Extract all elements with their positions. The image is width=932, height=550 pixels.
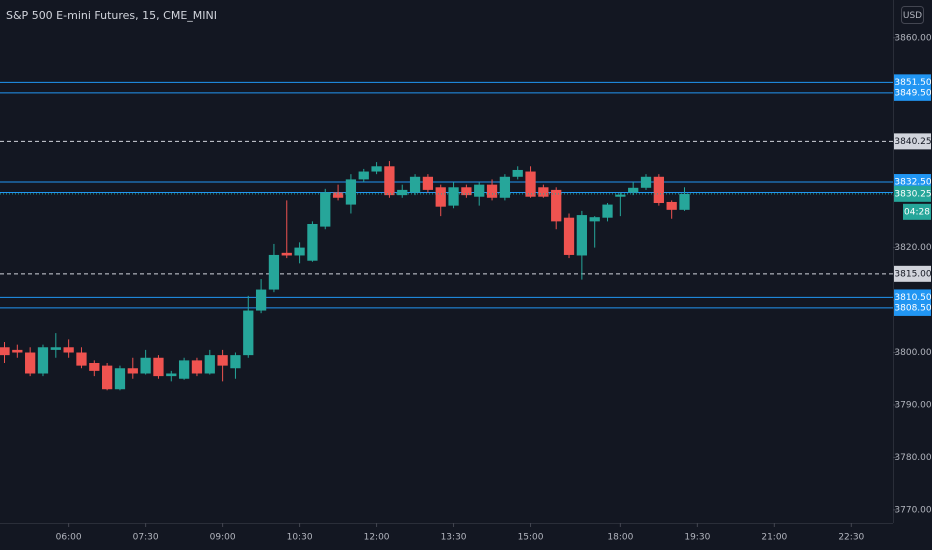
candle-body [602,204,613,218]
level-label-bg [894,84,931,101]
candle-body [307,223,318,261]
candle-body [653,176,664,204]
currency: USD [903,11,922,21]
candle-body [499,176,511,198]
y-tick-label: 3800.00 [894,348,931,358]
candle-body [551,189,562,222]
candle-body [486,184,498,198]
candle-body [12,349,23,353]
candle-body [102,365,113,390]
x-tick-label: 19:30 [684,533,710,543]
candle-body [409,176,421,193]
x-tick-label: 21:00 [761,533,787,543]
candle-body [371,166,382,172]
candle-body [166,373,177,377]
candle-body [640,176,652,188]
y-tick-label: 3780.00 [894,453,931,463]
chart-title: S&P 500 E-mini Futures, 15, CME_MINI [6,9,217,22]
candle-body [37,347,49,374]
candle-body [294,247,305,256]
candle-body [217,355,228,366]
x-tick-label: 07:30 [133,533,159,543]
x-tick-label: 22:30 [838,533,864,543]
candle-body [140,357,151,374]
x-tick-label: 10:30 [287,533,313,543]
currency-box[interactable] [901,6,924,24]
level-label-bg [894,265,931,282]
candle-body [589,217,600,222]
x-tick-label: 06:00 [56,533,82,543]
candle-body [448,187,459,206]
candle-body [474,184,485,197]
candle-body [243,310,254,356]
candle-body [345,179,357,205]
candle-body [384,166,395,196]
last-price-label: 3830.25 [894,189,931,199]
level-label: 3810.50 [894,293,931,303]
candle-body [615,194,626,197]
x-tick-label: 15:00 [518,533,544,543]
candle-body [255,289,267,311]
candle-body [358,171,369,180]
last-price-label-bg [894,185,931,202]
candle-body [114,368,126,390]
level-label-bg [894,299,931,316]
level-label: 3851.50 [894,78,931,88]
candle-body [25,352,36,374]
candle-body [230,355,241,369]
countdown: 04:28 [904,207,930,217]
x-tick-label: 13:30 [441,533,467,543]
x-tick-label: 18:00 [607,533,633,543]
candle-body [628,187,639,193]
y-tick-label: 3790.00 [894,400,931,410]
candle-body [679,193,690,210]
candle-body [204,355,215,374]
candle-body [397,189,408,196]
y-tick-label: 3860.00 [894,33,931,43]
x-tick-label: 12:00 [364,533,390,543]
level-label: 3815.00 [894,269,931,279]
candle-body [153,357,164,377]
candle-body [63,347,74,353]
candle-body [461,187,472,196]
candle-body [50,347,61,350]
candle-body [435,187,446,207]
candle-body [538,187,549,197]
level-label: 3808.50 [894,303,931,313]
candle-body [281,252,292,256]
candle-body [89,363,100,371]
level-label: 3849.50 [894,88,931,98]
candle-body [191,360,203,374]
x-tick-label: 09:00 [210,533,236,543]
y-tick-label: 3820.00 [894,243,931,253]
candle-body [76,352,87,366]
candle-body [127,368,138,374]
candle-body [178,360,190,379]
candle-body [525,171,536,197]
candle-body [0,347,10,356]
candle-body [268,254,280,290]
candle-body [512,169,523,177]
level-label: 3832.50 [894,178,931,188]
y-tick-label: 3770.00 [894,505,931,515]
candle-body [576,215,587,256]
candle-body [320,192,331,227]
candle-body [422,176,434,190]
countdown-bg [903,203,931,220]
candle-body [666,201,677,210]
level-label-bg [894,133,931,150]
candle-body [563,217,575,255]
level-label: 3840.25 [894,137,931,147]
candle-body [332,192,344,198]
